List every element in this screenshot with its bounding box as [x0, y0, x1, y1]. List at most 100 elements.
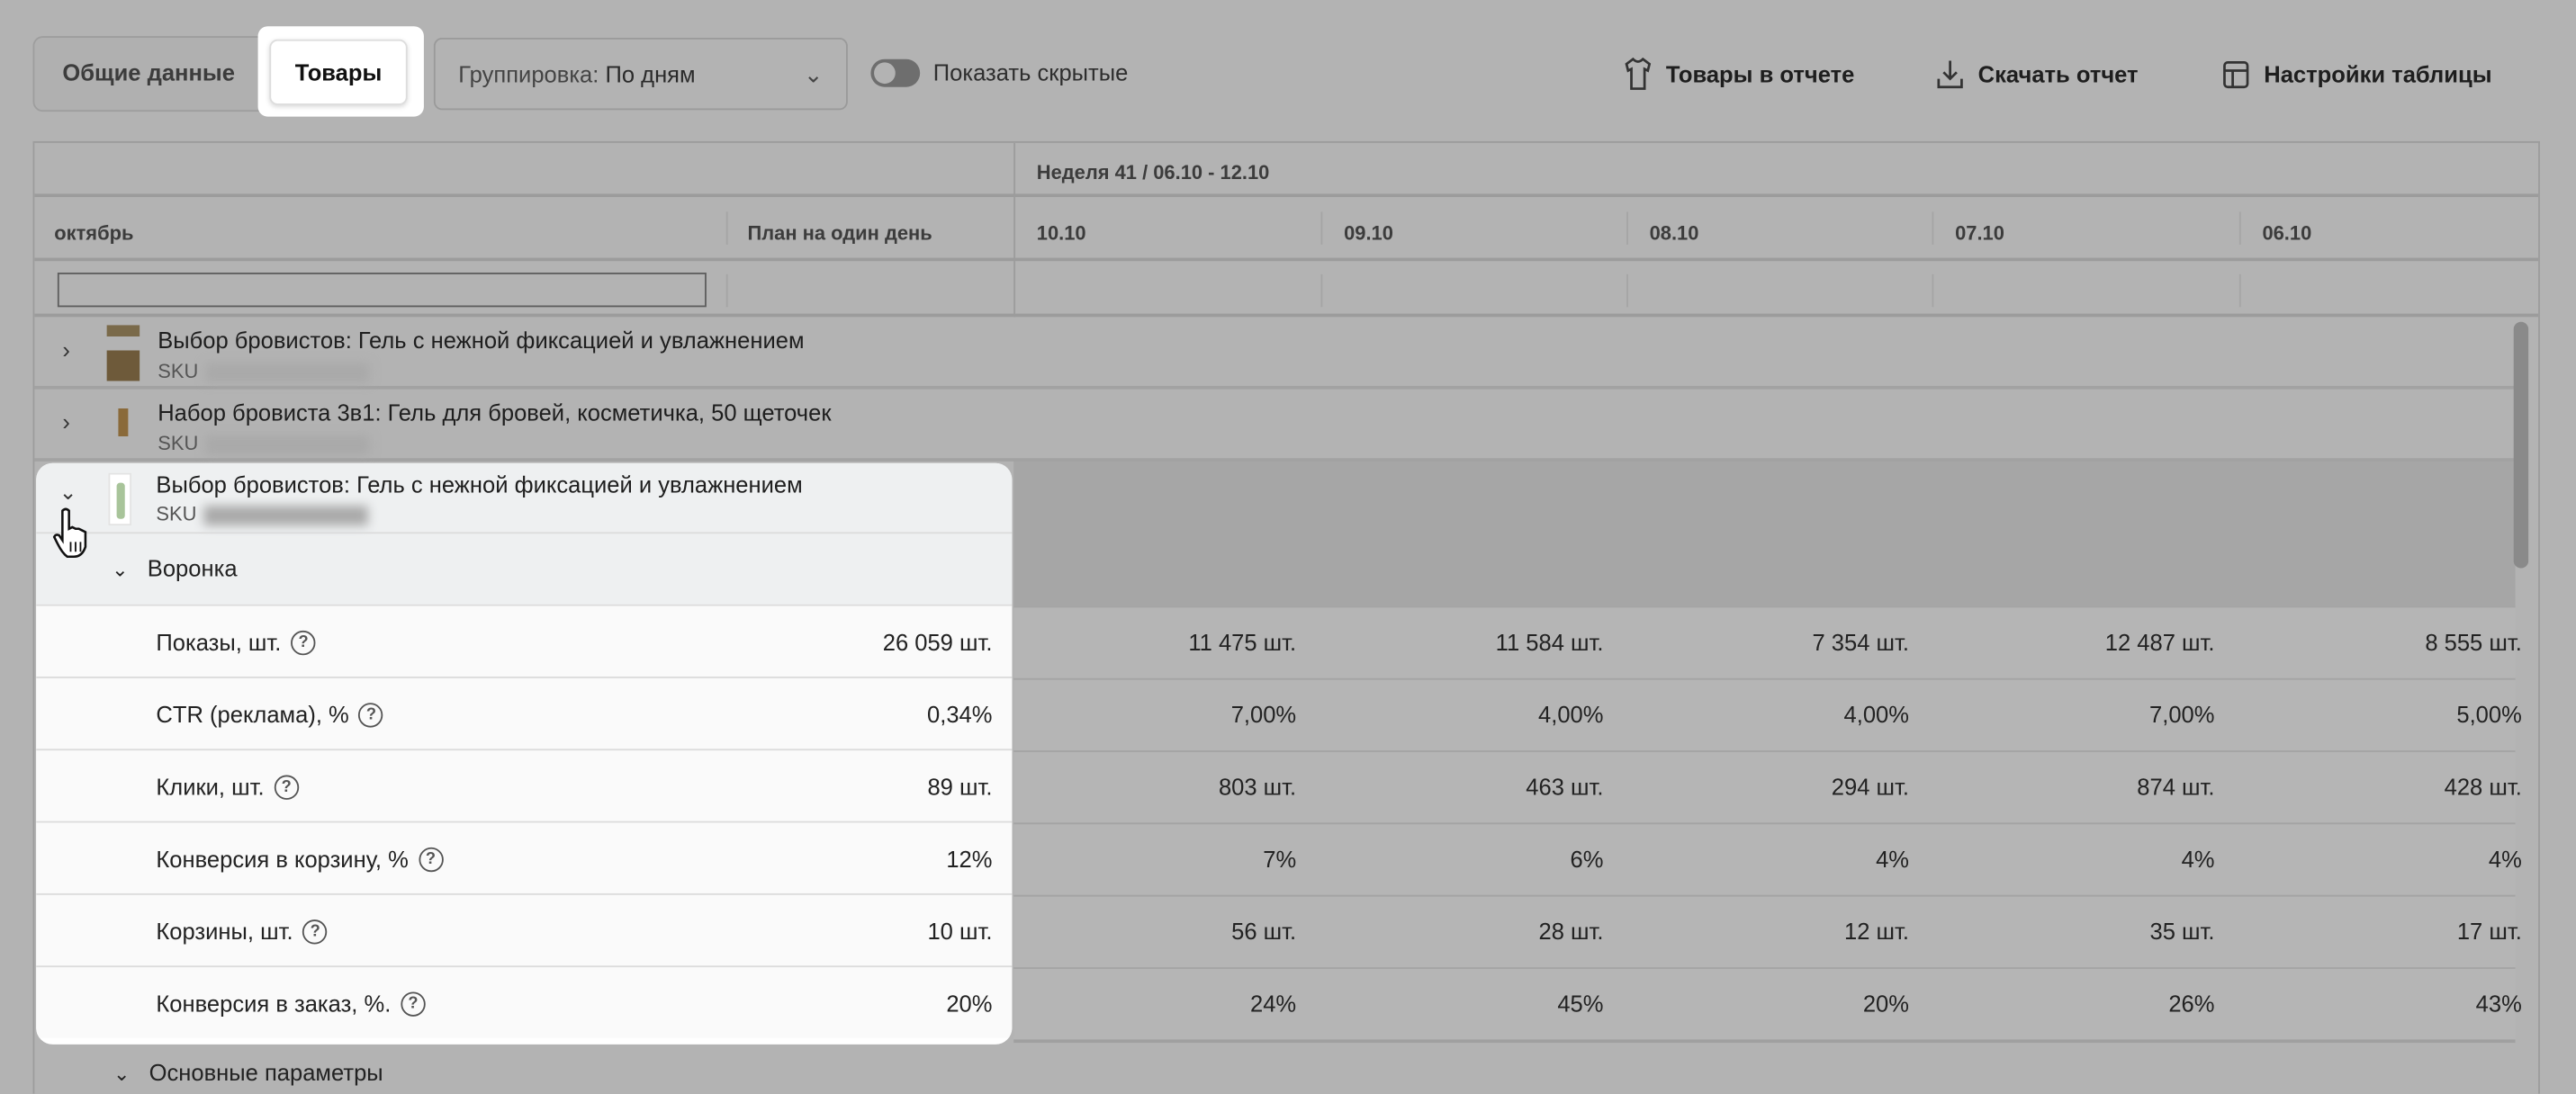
grouping-value: По дням [605, 60, 696, 87]
tab-products[interactable]: Товары [269, 39, 408, 105]
week-header: Неделя 41 / 06.10 - 12.10 [1036, 160, 1270, 184]
chevron-down-icon: ⌄ [112, 558, 129, 582]
metric-label: Конверсия в заказ, %.? [156, 991, 426, 1017]
group-funnel[interactable]: ⌄ Воронка [112, 555, 237, 581]
table-settings-button[interactable]: Настройки таблицы [2221, 58, 2492, 91]
metric-value: 428 шт. [2444, 773, 2522, 800]
tab-general[interactable]: Общие данные [62, 58, 235, 85]
metric-value: 294 шт. [1831, 773, 1909, 800]
scrollbar[interactable] [2513, 321, 2529, 569]
metric-label: Конверсия в корзину, %? [156, 846, 444, 872]
table-settings-icon [2223, 60, 2249, 89]
help-icon[interactable]: ? [274, 774, 299, 800]
chevron-right-icon[interactable]: › [62, 408, 70, 435]
spotlight-expanded-product: ⌄ Выбор бровистов: Гель с нежной фиксаци… [36, 462, 1013, 1045]
metric-value: 12 шт. [1843, 918, 1909, 945]
chevron-down-icon: ⌄ [113, 1062, 131, 1086]
date-header: 08.10 [1649, 221, 1699, 245]
date-header: 07.10 [1955, 221, 2004, 245]
date-header: 09.10 [1344, 221, 1393, 245]
metric-label: Клики, шт.? [156, 774, 299, 800]
chevron-down-icon: ⌄ [804, 59, 824, 86]
plan-header: План на один день [747, 221, 932, 245]
hand-cursor-icon [52, 507, 87, 559]
metric-value: 35 шт. [2149, 918, 2215, 945]
metric-plan: 12% [946, 846, 993, 873]
help-icon[interactable]: ? [291, 630, 316, 655]
metric-plan: 89 шт. [927, 773, 993, 800]
metric-row: Клики, шт.? 89 шт. [36, 749, 1013, 821]
metric-plan: 20% [946, 990, 993, 1017]
metric-value: 17 шт. [2456, 918, 2522, 945]
download-report-label: Скачать отчет [1977, 60, 2139, 87]
metric-value: 24% [1249, 990, 1297, 1017]
metric-value: 11 584 шт. [1495, 629, 1604, 656]
metric-value: 4% [2488, 846, 2522, 873]
date-header: 10.10 [1036, 221, 1086, 245]
product-thumbnail [108, 472, 132, 526]
metric-row: Показы, шт.? 26 059 шт. [36, 604, 1013, 677]
product-thumbnail [106, 325, 140, 381]
group-funnel-label: Воронка [147, 554, 238, 582]
metric-value: 20% [1862, 990, 1909, 1017]
metric-value: 7,00% [2149, 701, 2215, 728]
metric-value: 28 шт. [1538, 918, 1604, 945]
metric-label: CTR (реклама), %? [156, 701, 384, 728]
metric-value: 4,00% [1843, 701, 1909, 728]
metric-value: 7 354 шт. [1812, 629, 1909, 656]
metric-row: CTR (реклама), %? 0,34% [36, 677, 1013, 749]
metric-value: 6% [1570, 846, 1604, 873]
metric-row: Корзины, шт.? 10 шт. [36, 892, 1013, 966]
grouping-label: Группировка: [458, 60, 599, 87]
collapse-chevron-icon[interactable]: ⌄ [59, 479, 77, 505]
product-row[interactable]: › Выбор бровистов: Гель с нежной фиксаци… [34, 317, 2516, 390]
help-icon[interactable]: ? [358, 702, 384, 727]
chevron-right-icon[interactable]: › [62, 336, 70, 363]
product-name: Выбор бровистов: Гель с нежной фиксацией… [156, 471, 803, 498]
expanded-product-header [36, 462, 1013, 605]
metric-value: 45% [1557, 990, 1604, 1017]
metric-value: 5,00% [2456, 701, 2522, 728]
product-name: Выбор бровистов: Гель с нежной фиксацией… [158, 327, 805, 354]
metric-value: 7% [1263, 846, 1297, 873]
filter-input[interactable] [57, 272, 707, 308]
product-name: Набор бровиста 3в1: Гель для бровей, кос… [158, 399, 832, 426]
metric-value: 56 шт. [1231, 918, 1297, 945]
metric-label: Корзины, шт.? [156, 918, 328, 945]
metric-label: Показы, шт.? [156, 629, 316, 655]
metric-value: 12 487 шт. [2104, 629, 2215, 656]
metric-value: 8 555 шт. [2425, 629, 2522, 656]
product-sku: SKU [156, 503, 368, 525]
metric-value: 803 шт. [1218, 773, 1297, 800]
metric-value: 4% [2181, 846, 2215, 873]
grouping-dropdown[interactable]: Группировка: По дням ⌄ [433, 37, 848, 111]
metric-plan: 0,34% [927, 701, 993, 728]
metric-value: 874 шт. [2137, 773, 2215, 800]
metric-value: 43% [2475, 990, 2522, 1017]
products-in-report-label: Товары в отчете [1665, 60, 1855, 87]
help-icon[interactable]: ? [418, 846, 444, 872]
date-header: 06.10 [2262, 221, 2312, 245]
product-row[interactable]: › Набор бровиста 3в1: Гель для бровей, к… [34, 390, 2516, 462]
download-report-button[interactable]: Скачать отчет [1935, 58, 2139, 91]
help-icon[interactable]: ? [401, 991, 426, 1016]
download-icon [1937, 60, 1963, 89]
show-hidden-label: Показать скрытые [932, 58, 1129, 85]
show-hidden-toggle[interactable] [870, 58, 921, 87]
metric-value: 4,00% [1538, 701, 1604, 728]
product-sku: SKU [158, 432, 370, 455]
tshirt-icon [1625, 57, 1652, 90]
products-in-report-button[interactable]: Товары в отчете [1623, 57, 1855, 91]
month-header: октябрь [54, 221, 134, 245]
product-thumbnail [118, 397, 129, 453]
metric-plan: 26 059 шт. [882, 629, 993, 656]
metric-row: Конверсия в корзину, %? 12% [36, 820, 1013, 893]
help-icon[interactable]: ? [302, 919, 328, 944]
table-settings-label: Настройки таблицы [2264, 60, 2492, 87]
group-main-label: Основные параметры [149, 1059, 383, 1086]
metric-value: 463 шт. [1526, 773, 1604, 800]
group-main-params[interactable]: ⌄ Основные параметры [113, 1059, 383, 1085]
metric-row: Конверсия в заказ, %.? 20% [36, 965, 1013, 1038]
metric-value: 26% [2168, 990, 2215, 1017]
